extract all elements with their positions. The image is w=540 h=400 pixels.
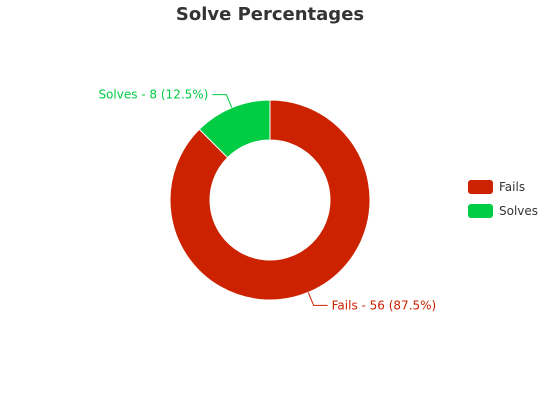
slice-label-solves: Solves - 8 (12.5%) [98, 88, 208, 102]
slice-fails[interactable] [169, 99, 371, 301]
slice-label-fails: Fails - 56 (87.5%) [332, 298, 437, 312]
legend: Fails Solves [468, 180, 538, 218]
legend-label-fails: Fails [499, 180, 525, 194]
legend-swatch-solves [468, 204, 493, 218]
slice-solves[interactable] [198, 99, 271, 159]
legend-item-fails[interactable]: Fails [468, 180, 525, 194]
leader-line-solves [212, 94, 233, 108]
slices-group [169, 99, 371, 301]
leader-line-fails [307, 292, 328, 306]
labels-group: Fails - 56 (87.5%) Solves - 8 (12.5%) [98, 88, 436, 313]
chart-title: Solve Percentages [176, 4, 364, 25]
legend-label-solves: Solves [499, 204, 538, 218]
legend-item-solves[interactable]: Solves [468, 204, 538, 218]
legend-swatch-fails [468, 180, 493, 194]
